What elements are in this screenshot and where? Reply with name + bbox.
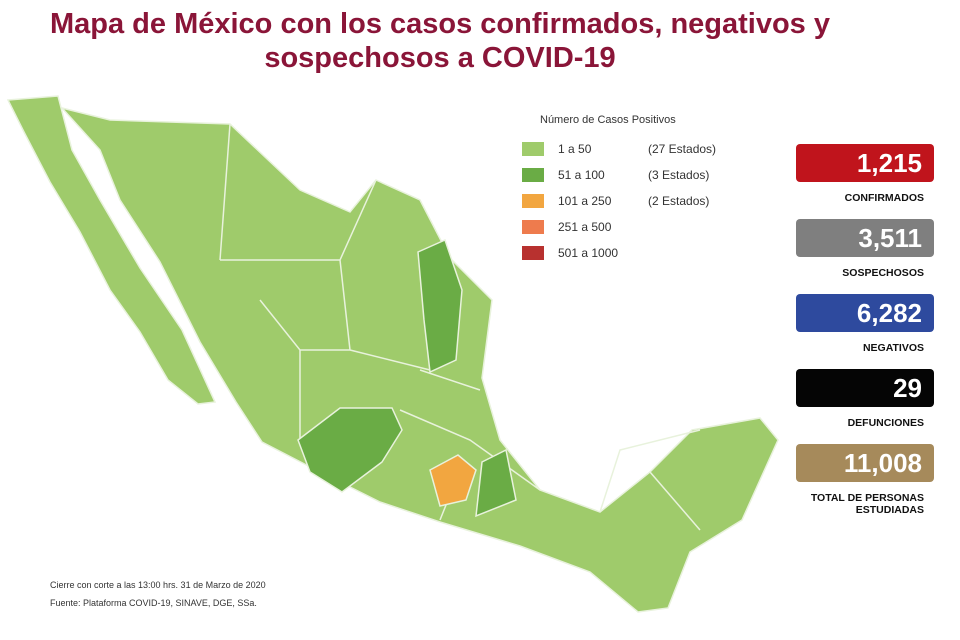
legend-item: 51 a 100 (3 Estados) <box>522 166 709 184</box>
jalisco <box>297 407 403 493</box>
title-line: sospechosos a COVID-19 <box>264 42 616 74</box>
legend-range: 501 a 1000 <box>558 246 619 260</box>
legend-range: 251 a 500 <box>558 220 612 234</box>
nuevo-leon <box>417 238 463 374</box>
legend-note: (27 Estados) <box>648 142 717 156</box>
legend-item: 1 a 50 (27 Estados) <box>522 140 716 158</box>
legend-swatch <box>522 194 544 208</box>
footnote: Fuente: Plataforma COVID-19, SINAVE, DGE… <box>50 598 257 608</box>
legend-note: (3 Estados) <box>648 168 710 182</box>
stat-label: CONFIRMADOS <box>844 192 924 204</box>
legend-range: 51 a 100 <box>558 168 605 182</box>
puebla <box>475 448 517 518</box>
estado-de-mexico <box>429 454 477 507</box>
stat-value: 1,215 <box>796 144 934 182</box>
legend-range: 101 a 250 <box>558 194 612 208</box>
footnote: Cierre con corte a las 13:00 hrs. 31 de … <box>50 580 266 590</box>
legend-item: 251 a 500 <box>522 218 648 236</box>
legend-item: 501 a 1000 <box>522 244 648 262</box>
legend-title: Número de Casos Positivos <box>540 114 676 126</box>
stat-value: 11,008 <box>796 444 934 482</box>
legend-swatch <box>522 168 544 182</box>
legend-swatch <box>522 142 544 156</box>
stat-label: TOTAL DE PERSONAS ESTUDIADAS <box>810 492 924 516</box>
stat-value: 29 <box>796 369 934 407</box>
stat-value: 3,511 <box>796 219 934 257</box>
stat-label: SOSPECHOSOS <box>842 267 924 279</box>
title-line: Mapa de México con los casos confirmados… <box>49 8 830 40</box>
stat-label: DEFUNCIONES <box>847 417 924 429</box>
stat-value: 6,282 <box>796 294 934 332</box>
legend-swatch <box>522 246 544 260</box>
legend-item: 101 a 250 (2 Estados) <box>522 192 709 210</box>
stat-label: NEGATIVOS <box>862 342 924 354</box>
mainland <box>59 106 779 613</box>
legend-note: (2 Estados) <box>648 194 710 208</box>
legend-swatch <box>522 220 544 234</box>
baja-california <box>6 95 217 405</box>
legend-range: 1 a 50 <box>558 142 592 156</box>
